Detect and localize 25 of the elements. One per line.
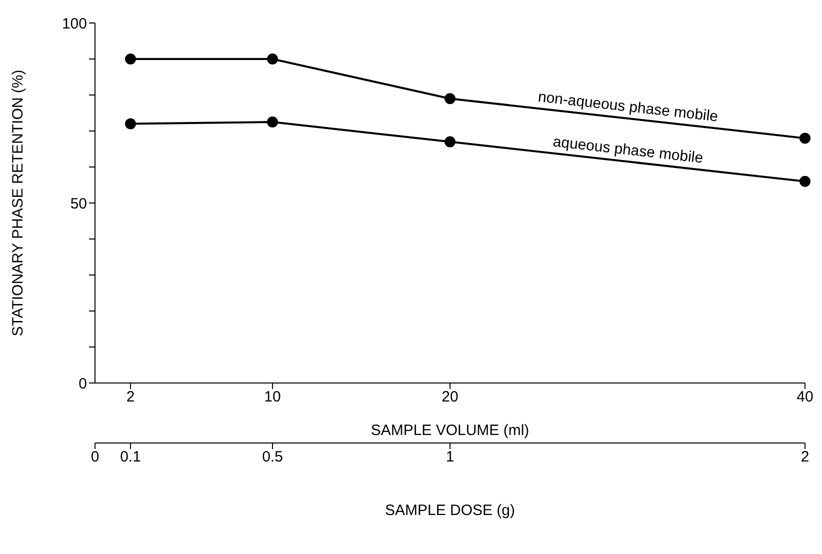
x2-tick-label: 0.1 (120, 448, 141, 466)
point (267, 116, 278, 128)
text: aqueous phase mobile (552, 133, 704, 167)
x-axis-title: SAMPLE VOLUME (ml) (370, 422, 530, 439)
x2-tick-label: 0.5 (262, 448, 283, 466)
x2-tick-label: 1 (446, 448, 454, 466)
x-tick-label: 40 (796, 388, 814, 406)
x2-tick-label: 2 (800, 448, 810, 466)
point (444, 136, 456, 148)
x2-axis-title: SAMPLE DOSE (g) (384, 502, 516, 519)
y-tick-label: 0 (78, 375, 87, 392)
point (800, 176, 810, 187)
point (444, 93, 456, 104)
x2-tick-label: 0 (90, 448, 100, 466)
point (125, 54, 136, 64)
point (125, 118, 136, 130)
text: non-aqueous phase mobile (537, 88, 719, 126)
point (267, 54, 278, 64)
y-tick-label: 50 (70, 195, 87, 212)
y-axis-title: STATIONARY PHASE RETENTION (%) (9, 70, 26, 336)
point (800, 132, 810, 144)
x-tick-label: 2 (126, 388, 135, 406)
x-tick-label: 10 (264, 388, 281, 406)
x-tick-label: 20 (442, 388, 458, 406)
y-tick-label: 100 (62, 15, 87, 32)
